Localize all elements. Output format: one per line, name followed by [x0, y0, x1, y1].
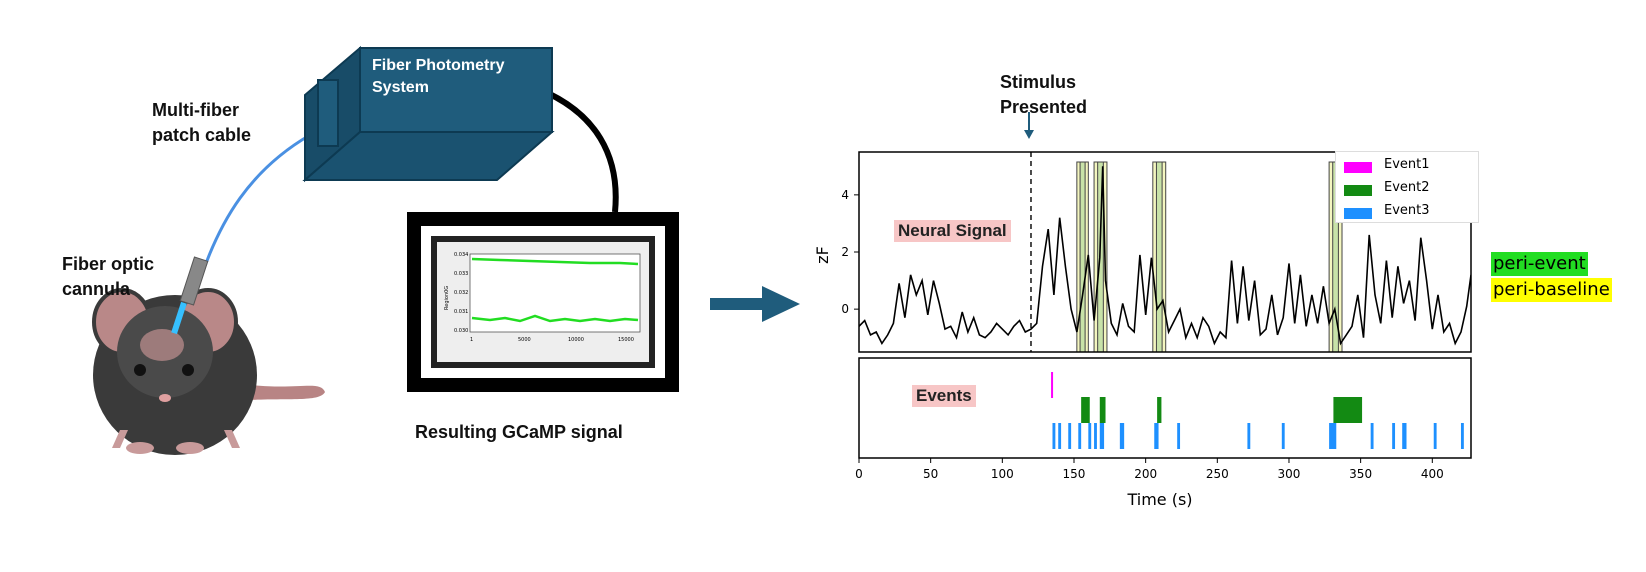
event3-mark-13	[1370, 423, 1374, 449]
event3-mark-9	[1177, 423, 1181, 449]
event3-mark-12	[1329, 423, 1337, 449]
neural-signal-tag: Neural Signal	[894, 220, 1011, 242]
event3-mark-17	[1460, 423, 1464, 449]
monitor-ytick-4: 0.030	[454, 328, 468, 334]
ticks-layer: 0 50 100 150 200 250 300 350 400 0 2 4	[841, 188, 1443, 481]
peri-event-label: peri-event	[1491, 252, 1588, 276]
event3-mark-5	[1094, 423, 1097, 449]
neural-signal-line	[859, 166, 1471, 346]
monitor-xtick-2: 10000	[568, 337, 584, 343]
multi-fiber-line1: Multi-fiber	[152, 100, 239, 120]
event3-mark-0	[1052, 423, 1056, 449]
x-tick-label-0: 0	[855, 467, 863, 481]
monitor-xtick-1: 5000	[518, 337, 531, 343]
fiber-system-line2: System	[372, 79, 429, 96]
x-tick-label-3: 150	[1063, 467, 1086, 481]
monitor-xtick-3: 15000	[618, 337, 634, 343]
x-tick-label-2: 100	[991, 467, 1014, 481]
events-layer	[1051, 372, 1464, 449]
event3-mark-11	[1281, 423, 1285, 449]
legend-item-event3: Event3	[1344, 203, 1474, 223]
fiber-system-line1: Fiber Photometry	[372, 57, 505, 74]
monitor	[407, 212, 679, 392]
y-tick-label-2: 4	[841, 188, 849, 202]
x-tick-label-6: 300	[1278, 467, 1301, 481]
fiber-system-label: Fiber Photometry System	[372, 55, 504, 99]
y-tick-label-1: 2	[841, 245, 849, 259]
legend-text-event2: Event2	[1384, 180, 1430, 195]
legend-text-event3: Event3	[1384, 203, 1430, 218]
event2-mark-3	[1333, 397, 1363, 423]
y-axis-label: zF	[813, 246, 832, 264]
legend-swatch-event1	[1344, 162, 1372, 173]
x-tick-label-1: 50	[923, 467, 938, 481]
monitor-ytick-2: 0.032	[454, 290, 468, 296]
monitor-ytick-1: 0.033	[454, 271, 468, 277]
x-tick-label-4: 200	[1134, 467, 1157, 481]
stimulus-line2: Presented	[1000, 97, 1088, 117]
legend-swatch-event3	[1344, 208, 1372, 219]
flow-arrow	[710, 286, 800, 322]
event3-mark-2	[1068, 423, 1072, 449]
fiber-photometry-box	[302, 45, 555, 183]
x-tick-label-5: 250	[1206, 467, 1229, 481]
y-tick-label-0: 0	[841, 302, 849, 316]
event2-mark-1	[1099, 397, 1106, 423]
legend-item-event1: Event1	[1344, 157, 1474, 177]
monitor-ytick-3: 0.031	[454, 309, 468, 315]
signal-layer	[859, 152, 1471, 352]
event1-mark-0	[1051, 372, 1054, 398]
multi-fiber-label: Multi-fiber patch cable	[152, 98, 251, 148]
peri-event-window-0	[1079, 161, 1086, 353]
event3-mark-16	[1433, 423, 1437, 449]
event2-mark-2	[1157, 397, 1162, 423]
legend-item-event2: Event2	[1344, 180, 1474, 200]
fiber-optic-label: Fiber optic cannula	[62, 252, 154, 302]
legend-swatch-event2	[1344, 185, 1372, 196]
event3-mark-7	[1119, 423, 1125, 449]
x-tick-label-8: 400	[1421, 467, 1444, 481]
legend-text-event1: Event1	[1384, 157, 1430, 172]
event3-mark-3	[1078, 423, 1082, 449]
stimulus-label: Stimulus Presented	[1000, 70, 1087, 120]
patch-cable	[198, 133, 311, 281]
x-axis-label: Time (s)	[1126, 490, 1192, 509]
event3-mark-8	[1154, 423, 1159, 449]
events-tag: Events	[912, 385, 976, 407]
event3-mark-4	[1088, 423, 1092, 449]
peri-baseline-label: peri-baseline	[1491, 278, 1612, 302]
event-legend: Event1 Event2 Event3	[1335, 151, 1479, 223]
peri-windows-layer	[1076, 161, 1343, 353]
event2-mark-0	[1081, 397, 1090, 423]
peri-event-window-2	[1155, 161, 1163, 353]
event3-mark-10	[1247, 423, 1251, 449]
resulting-signal-label: Resulting GCaMP signal	[415, 422, 623, 442]
stimulus-line1: Stimulus	[1000, 72, 1077, 92]
x-tick-label-7: 350	[1349, 467, 1372, 481]
event3-mark-6	[1099, 423, 1105, 449]
fiber-optic-line1: Fiber optic	[62, 254, 155, 274]
mouse-illustration	[92, 256, 325, 455]
events-axes-frame	[858, 357, 1472, 459]
fiber-optic-line2: cannula	[62, 279, 131, 299]
event3-mark-1	[1058, 423, 1062, 449]
event3-mark-15	[1402, 423, 1407, 449]
monitor-ytick-0: 0.034	[454, 252, 468, 258]
multi-fiber-line2: patch cable	[152, 125, 252, 145]
monitor-ylabel: Region0G	[444, 286, 450, 310]
stimulus-arrow	[1024, 112, 1034, 139]
event3-mark-14	[1392, 423, 1396, 449]
monitor-xtick-0: 1	[470, 337, 473, 343]
